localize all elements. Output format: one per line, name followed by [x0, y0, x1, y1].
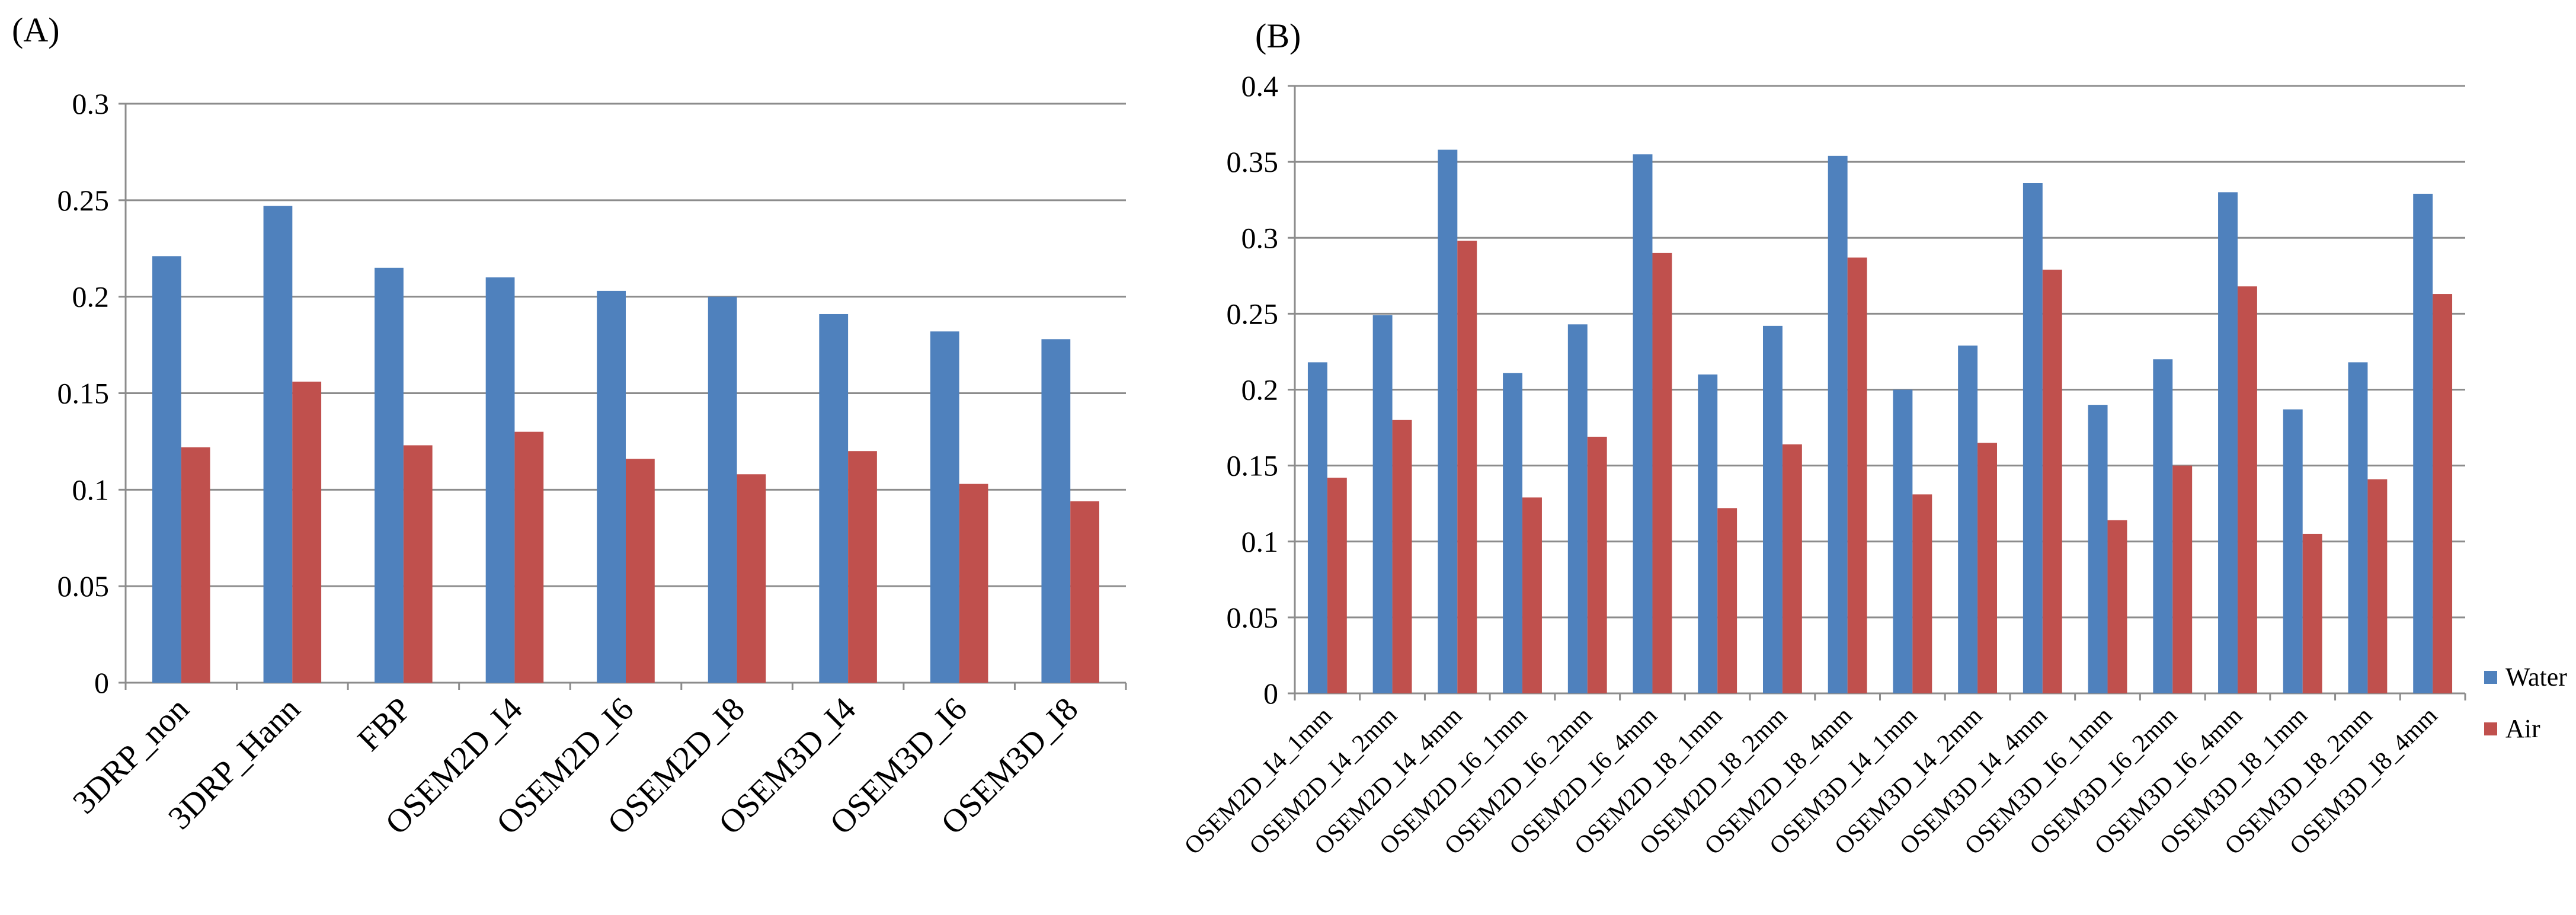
chart-a-bar-water-osem3d-i4	[819, 313, 849, 683]
chart-a-y-tick-label: 0.2	[72, 280, 110, 313]
chart-a-bar-water-osem3d-i8	[1041, 339, 1071, 683]
chart-b-bar-water-osem2d-i6-2mm	[1567, 324, 1588, 693]
chart-b-legend: Water Air	[2484, 663, 2567, 743]
chart-b-bar-air-osem2d-i4-1mm	[1327, 478, 1347, 693]
chart-b-bar-air-osem2d-i8-1mm	[1717, 508, 1737, 693]
chart-b-bar-water-osem3d-i8-2mm	[2348, 362, 2368, 693]
chart-b-bar-air-osem3d-i4-2mm	[1977, 443, 1997, 693]
legend-swatch-air	[2484, 722, 2497, 735]
chart-b-y-tick-label: 0.4	[1241, 69, 1279, 103]
chart-b-bar-air-osem2d-i8-4mm	[1847, 257, 1867, 693]
chart-a-y-tick-label: 0.15	[57, 377, 110, 410]
chart-a-y-tick-label: 0.3	[72, 87, 110, 120]
chart-b-bar-water-osem2d-i8-1mm	[1698, 374, 1718, 693]
chart-b-bar-water-osem3d-i8-4mm	[2413, 193, 2433, 693]
chart-b-bar-water-osem3d-i6-1mm	[2088, 405, 2108, 693]
chart-a-bar-air-3drp-hann	[292, 381, 322, 683]
chart-b-y-tick-label: 0.25	[1227, 297, 1279, 330]
chart-b-bar-water-osem3d-i4-4mm	[2023, 183, 2043, 693]
legend-label-air: Air	[2505, 714, 2540, 743]
chart-b-y-tick-label: 0.2	[1241, 373, 1279, 407]
chart-b-bar-air-osem3d-i4-4mm	[2042, 270, 2062, 693]
chart-b-bar-water-osem2d-i4-1mm	[1307, 362, 1327, 693]
chart-b-bar-air-osem2d-i6-4mm	[1652, 252, 1672, 693]
chart-a-bar-air-osem3d-i8	[1070, 501, 1099, 683]
chart-b-bar-air-osem3d-i6-4mm	[2237, 286, 2257, 693]
chart-a-bar-water-osem3d-i6	[930, 331, 959, 683]
chart-b-bar-water-osem3d-i6-2mm	[2153, 359, 2173, 693]
chart-a: (A) 00.050.10.150.20.250.3 3DRP_non3DRP_…	[12, 11, 1127, 842]
chart-a-y-tick-label: 0	[94, 666, 109, 699]
chart-a-bar-water-osem2d-i8	[708, 296, 737, 683]
chart-b-y-tick-label: 0.1	[1241, 525, 1279, 558]
chart-b-bar-water-osem3d-i6-4mm	[2218, 192, 2238, 693]
chart-b-panel-label: (B)	[1255, 17, 1301, 55]
chart-a-y-tick-label: 0.25	[57, 184, 110, 217]
legend-label-water: Water	[2505, 663, 2567, 692]
chart-a-x-tick-label: FBP	[351, 690, 418, 758]
chart-b-y-tick-label: 0	[1263, 677, 1278, 710]
chart-b-bar-water-osem2d-i6-4mm	[1633, 154, 1653, 693]
chart-b-bar-water-osem3d-i4-1mm	[1893, 389, 1913, 693]
chart-b-bar-water-osem3d-i8-1mm	[2283, 409, 2303, 693]
chart-b-bar-air-osem3d-i4-1mm	[1912, 494, 1932, 693]
chart-b-bar-air-osem3d-i6-2mm	[2172, 465, 2193, 693]
chart-b-bar-air-osem3d-i8-2mm	[2367, 479, 2388, 693]
legend-swatch-water	[2484, 671, 2497, 684]
chart-a-bar-water-osem2d-i6	[597, 290, 626, 683]
chart-b-bar-air-osem2d-i8-2mm	[1782, 444, 1802, 693]
chart-a-bar-air-osem2d-i6	[626, 459, 655, 683]
chart-a-bar-water-3drp-non	[152, 256, 181, 683]
chart-b-bar-water-osem3d-i4-2mm	[1958, 345, 1978, 693]
chart-b-bar-water-osem2d-i4-2mm	[1372, 315, 1393, 693]
chart-b-bar-air-osem2d-i6-2mm	[1587, 436, 1607, 693]
chart-b-y-tick-label: 0.05	[1227, 601, 1279, 634]
chart-b-bar-water-osem2d-i8-4mm	[1828, 155, 1848, 693]
chart-b-bar-air-osem2d-i6-1mm	[1522, 497, 1542, 693]
chart-a-y-tick-label: 0.05	[57, 570, 110, 603]
chart-b: (B) 00.050.10.150.20.250.30.350.4 OSEM2D…	[1179, 17, 2567, 860]
chart-b-bar-air-osem2d-i4-2mm	[1392, 420, 1412, 693]
chart-a-bar-air-3drp-non	[181, 447, 210, 683]
chart-b-y-tick-label: 0.15	[1227, 449, 1279, 482]
chart-a-y-tick-label: 0.1	[72, 473, 110, 506]
chart-b-bar-air-osem3d-i6-1mm	[2107, 520, 2127, 693]
chart-a-bar-air-osem2d-i4	[514, 431, 544, 683]
chart-b-y-tick-label: 0.35	[1227, 145, 1279, 178]
chart-a-panel-label: (A)	[12, 11, 60, 49]
chart-a-bar-air-osem3d-i6	[959, 484, 988, 683]
chart-b-bar-water-osem2d-i6-1mm	[1503, 373, 1523, 693]
chart-b-bar-water-osem2d-i8-2mm	[1763, 325, 1783, 693]
chart-a-bar-air-osem2d-i8	[737, 474, 766, 683]
chart-b-y-tick-label: 0.3	[1241, 221, 1279, 254]
chart-a-bar-water-fbp	[375, 267, 404, 683]
chart-a-bar-water-osem2d-i4	[485, 277, 515, 683]
chart-b-bar-air-osem2d-i4-4mm	[1457, 241, 1477, 693]
chart-b-bar-water-osem2d-i4-4mm	[1438, 149, 1458, 693]
chart-b-bar-air-osem3d-i8-1mm	[2302, 533, 2322, 693]
chart-a-bar-water-3drp-hann	[263, 206, 293, 683]
chart-a-bar-air-osem3d-i4	[848, 451, 877, 683]
chart-a-bar-air-fbp	[403, 445, 433, 683]
chart-b-bar-air-osem3d-i8-4mm	[2433, 294, 2453, 693]
